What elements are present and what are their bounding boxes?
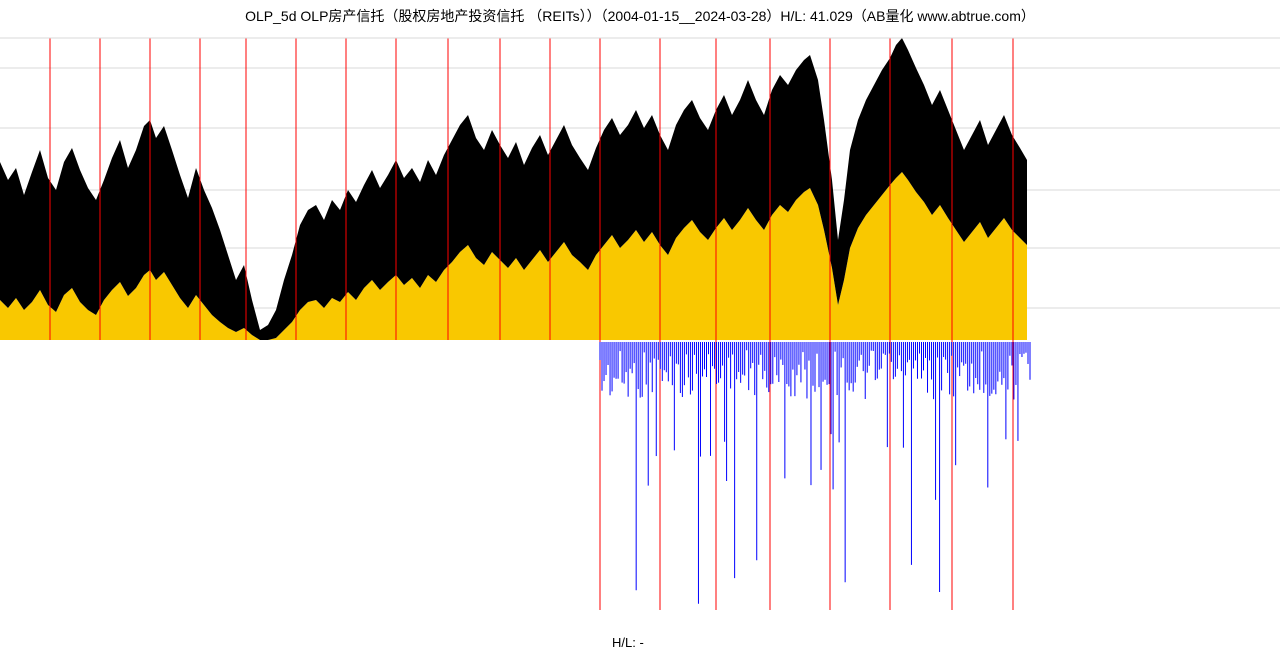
price-chart xyxy=(0,30,1280,610)
footer-hl-label: H/L: - xyxy=(612,635,644,650)
chart-container: H/L: - xyxy=(0,30,1280,610)
chart-title: OLP_5d OLP房产信托（股权房地产投资信托 （REITs））（2004-0… xyxy=(0,0,1280,30)
